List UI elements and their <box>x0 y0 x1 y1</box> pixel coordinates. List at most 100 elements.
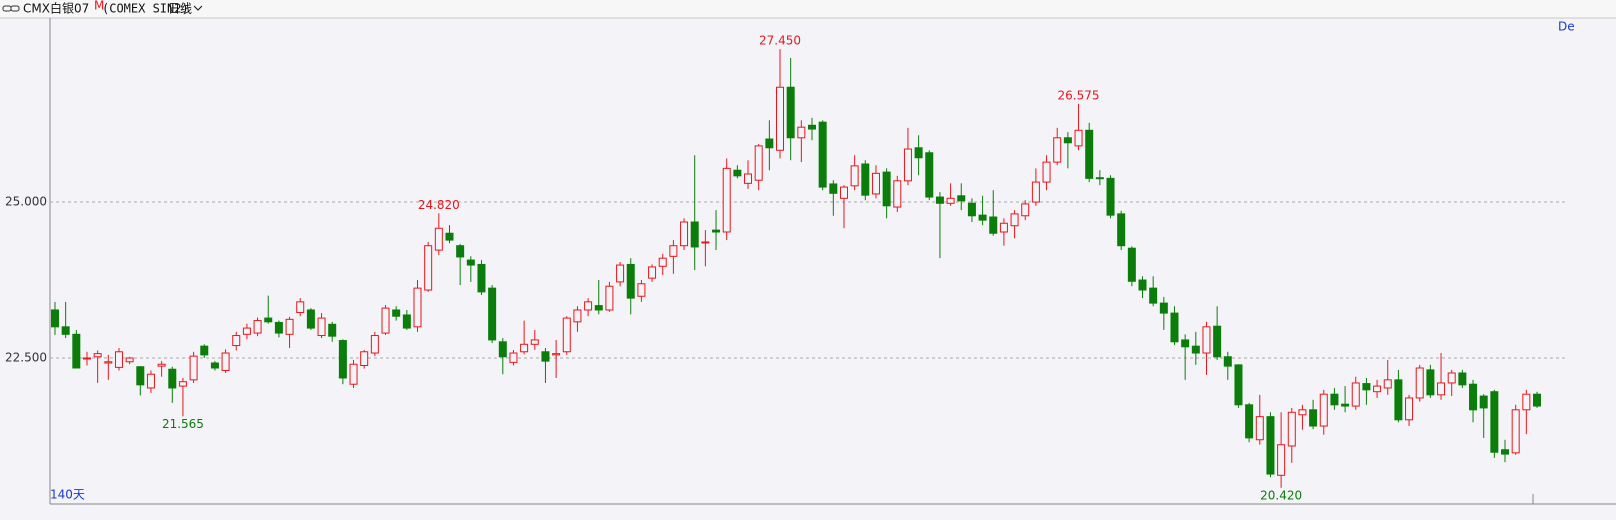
candle-body <box>498 341 507 358</box>
candle-body <box>1010 213 1019 227</box>
candle-body <box>381 307 390 334</box>
candle-body <box>1074 129 1083 147</box>
candle-body <box>882 171 891 207</box>
candle-body <box>157 363 166 367</box>
symbol-flag: M <box>94 0 104 13</box>
candle-body <box>1341 403 1350 407</box>
candle-body <box>1149 287 1158 304</box>
candle-body <box>1138 279 1147 291</box>
candle-body <box>605 285 614 311</box>
candle-body <box>413 287 422 328</box>
candle-body <box>1437 382 1446 396</box>
candle-body <box>466 259 475 266</box>
candle-body <box>328 323 337 337</box>
candle-body <box>1234 364 1243 406</box>
candle-body <box>1405 397 1414 421</box>
candle-body <box>818 121 827 188</box>
candle-body <box>168 368 177 389</box>
candle-body <box>680 221 689 247</box>
y-tick-label: 22.500 <box>5 351 47 365</box>
candle-body <box>200 345 209 356</box>
candle-body <box>1490 391 1499 453</box>
candle-body <box>146 373 155 389</box>
candle-body <box>221 352 230 371</box>
candle-body <box>370 335 379 354</box>
candle-body <box>1117 213 1126 247</box>
candle-body <box>114 351 123 368</box>
candle-body <box>530 339 539 345</box>
candle-body <box>296 301 305 313</box>
dropdown-arrow[interactable] <box>193 5 203 11</box>
candle-body <box>520 343 529 353</box>
candle-body <box>541 351 550 362</box>
candle-body <box>573 309 582 323</box>
candle-body <box>477 263 486 293</box>
candle-body <box>1095 177 1104 180</box>
candle-body <box>274 321 283 334</box>
candle-body <box>488 287 497 341</box>
candle-body <box>850 165 859 187</box>
candle-body <box>456 245 465 258</box>
candle-body <box>776 86 785 151</box>
candle-body <box>914 147 923 159</box>
candle-body <box>1383 379 1392 389</box>
symbol: CMX白银07 <box>23 1 89 16</box>
candle-body <box>626 263 635 299</box>
high-label: 26.575 <box>1058 88 1100 102</box>
candle-body <box>509 352 518 363</box>
candle-body <box>690 221 699 248</box>
candle-body <box>744 173 753 184</box>
candle-body <box>861 163 870 196</box>
candle-body <box>253 320 262 334</box>
candle-body <box>1159 302 1168 314</box>
candle-body <box>616 264 625 283</box>
candle-body <box>1330 393 1339 406</box>
candle-body <box>1319 393 1328 427</box>
candle-body <box>285 318 294 335</box>
candle-body <box>1426 369 1435 396</box>
candle-body <box>648 266 657 279</box>
candle-body <box>104 361 113 364</box>
candle-body <box>125 357 134 363</box>
candle-body <box>189 355 198 381</box>
candle-body <box>1213 325 1222 358</box>
candle-body <box>51 309 59 328</box>
candle-body <box>136 366 145 386</box>
candle-body <box>1522 393 1531 411</box>
candle-body <box>317 317 326 337</box>
candle-body <box>978 214 987 221</box>
candle-body <box>754 145 763 181</box>
period-selector[interactable]: 日线 <box>168 2 192 16</box>
candle-body <box>1415 367 1424 399</box>
candle-body <box>584 301 593 311</box>
candle-body <box>402 314 411 329</box>
candle-body <box>1373 385 1382 393</box>
candle-body <box>552 353 561 356</box>
candle-body <box>967 202 976 217</box>
candle-body <box>733 169 742 177</box>
candle-body <box>658 257 667 267</box>
candle-body <box>1298 409 1307 416</box>
candle-body <box>839 186 848 199</box>
candle-body <box>871 172 880 195</box>
candle-body <box>1255 416 1264 441</box>
candle-body <box>1394 379 1403 421</box>
candle-body <box>93 353 102 358</box>
candle-body <box>392 309 401 317</box>
candle-body <box>807 124 816 130</box>
candle-body <box>61 326 70 335</box>
header-bar <box>0 0 1616 18</box>
candle-body <box>306 309 315 329</box>
symbol-code: (COMEX SIN2) <box>102 2 189 16</box>
candle-body <box>893 180 902 208</box>
candle-body <box>424 245 433 291</box>
candle-body <box>829 183 838 194</box>
candle-body <box>1245 404 1254 439</box>
candle-body <box>1469 383 1478 411</box>
candle-body <box>765 138 774 149</box>
candle-body <box>232 335 241 347</box>
candle-body <box>82 357 91 360</box>
high-label: 24.820 <box>418 198 460 212</box>
candle-body <box>1106 177 1115 216</box>
